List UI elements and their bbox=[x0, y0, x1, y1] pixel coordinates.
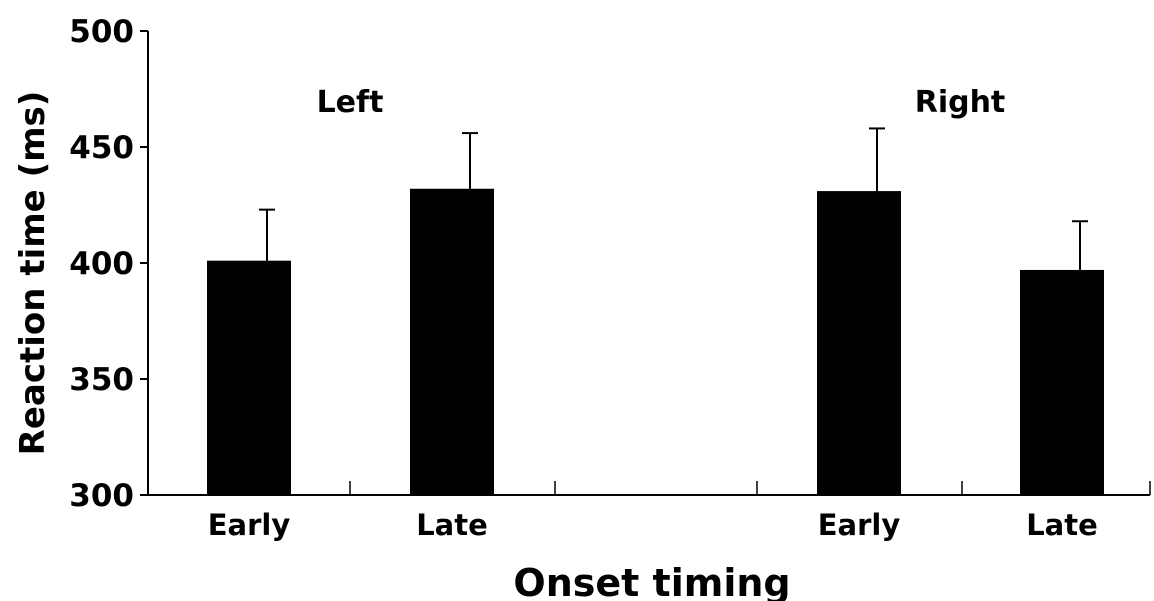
group-label-left: Left bbox=[317, 85, 384, 120]
bar-left-early bbox=[207, 260, 291, 495]
y-tick-label-350: 350 bbox=[69, 362, 134, 398]
bars bbox=[207, 127, 1104, 495]
y-tick-label-300: 300 bbox=[69, 478, 134, 514]
y-axis-title: Reaction time (ms) bbox=[13, 91, 53, 456]
x-tick-label-left-late: Late bbox=[416, 508, 488, 542]
y-tick-label-400: 400 bbox=[69, 246, 134, 282]
labels: Reaction time (ms) Onset timing Early Lat… bbox=[13, 85, 1098, 601]
axes: 300 350 400 450 500 bbox=[69, 14, 1151, 514]
bar-right-late bbox=[1020, 269, 1104, 495]
x-tick-label-left-early: Early bbox=[208, 508, 291, 542]
y-tick-label-500: 500 bbox=[69, 14, 134, 50]
y-tick-label-450: 450 bbox=[69, 130, 134, 166]
x-axis-title: Onset timing bbox=[513, 561, 790, 601]
x-tick-label-right-late: Late bbox=[1026, 508, 1098, 542]
bar-left-late bbox=[410, 188, 494, 495]
group-label-right: Right bbox=[915, 85, 1006, 120]
bar-right-early bbox=[817, 191, 901, 495]
x-tick-label-right-early: Early bbox=[818, 508, 901, 542]
